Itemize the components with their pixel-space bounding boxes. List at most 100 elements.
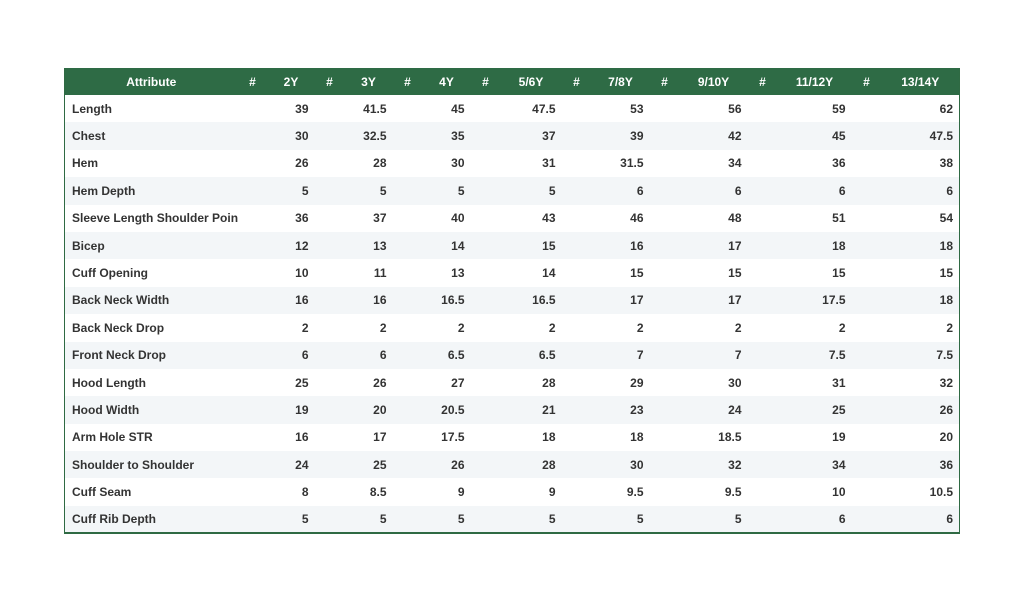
table-cell-value: 36 xyxy=(295,211,309,226)
column-header-hash: # xyxy=(573,74,580,89)
table-cell-value: 30 xyxy=(295,129,309,144)
table-cell-value: 7.5 xyxy=(936,348,953,363)
table-cell-value: 26 xyxy=(939,402,953,417)
table-row: Hood Width 19 20 20.5 21 23 24 25 26 xyxy=(64,396,960,424)
table-cell-value: 8 xyxy=(301,485,309,500)
table-cell-value: 26 xyxy=(451,457,465,472)
table-cell-value: 30 xyxy=(728,375,742,390)
column-header-hash: # xyxy=(249,74,256,89)
table-cell-value: 43 xyxy=(542,211,556,226)
table-cell-value: 17.5 xyxy=(822,293,846,308)
table-cell-value: 45 xyxy=(832,129,846,144)
row-attribute-label: Hood Width xyxy=(72,402,140,417)
table-cell-value: 27 xyxy=(451,375,465,390)
table-cell-value: 13 xyxy=(373,238,387,253)
table-row: Front Neck Drop 6 6 6.5 6.5 7 7 7.5 7.5 xyxy=(64,341,960,369)
table-cell-value: 29 xyxy=(630,375,644,390)
row-attribute-label: Shoulder to Shoulder xyxy=(72,457,194,472)
table-cell-value: 21 xyxy=(542,402,556,417)
table-cell-value: 5 xyxy=(301,512,309,527)
table-cell-value: 16.5 xyxy=(441,293,465,308)
table-cell-value: 6.5 xyxy=(447,348,465,363)
table-cell-value: 2 xyxy=(301,320,309,335)
table-row: Chest 30 32.5 35 37 39 42 45 47.5 xyxy=(64,122,960,150)
table-cell-value: 5 xyxy=(548,183,556,198)
table-cell-value: 7 xyxy=(636,348,644,363)
table-cell-value: 23 xyxy=(630,402,644,417)
table-cell-value: 13 xyxy=(451,266,465,281)
table-cell-value: 36 xyxy=(832,156,846,171)
row-attribute-label: Hood Length xyxy=(72,375,146,390)
table-cell-value: 24 xyxy=(728,402,742,417)
table-cell-value: 5 xyxy=(457,183,465,198)
table-cell-value: 31 xyxy=(832,375,846,390)
table-cell-value: 2 xyxy=(838,320,846,335)
header-row: Attribute #2Y #3Y #4Y #5/6Y #7/8Y #9/10Y #11/12… xyxy=(64,68,960,95)
table-cell-value: 37 xyxy=(373,211,387,226)
table-cell-value: 6 xyxy=(838,183,846,198)
row-attribute-label: Hem xyxy=(72,156,99,171)
table-cell-value: 30 xyxy=(451,156,465,171)
table-cell-value: 19 xyxy=(295,402,309,417)
table-cell-value: 9.5 xyxy=(724,485,742,500)
row-attribute-label: Cuff Seam xyxy=(72,485,132,500)
table-cell-value: 20.5 xyxy=(441,402,465,417)
table-cell-value: 24 xyxy=(295,457,309,472)
column-header-size: 5/6Y xyxy=(518,74,544,89)
table-cell-value: 8.5 xyxy=(369,485,387,500)
table-cell-value: 46 xyxy=(630,211,644,226)
column-header-size: 13/14Y xyxy=(901,74,940,89)
table-cell-value: 51 xyxy=(832,211,846,226)
column-header-size: 7/8Y xyxy=(608,74,633,89)
table-row: Sleeve Length Shoulder Point 36 37 40 43 46 48… xyxy=(64,204,960,232)
table-cell-value: 25 xyxy=(832,402,846,417)
table-cell-value: 35 xyxy=(451,129,465,144)
table-cell-value: 15 xyxy=(630,266,644,281)
table-cell-value: 2 xyxy=(734,320,742,335)
table-cell-value: 7.5 xyxy=(828,348,846,363)
table-cell-value: 32 xyxy=(728,457,742,472)
column-header-hash: # xyxy=(759,74,766,89)
table-row: Shoulder to Shoulder 24 25 26 28 30 32 34 36 xyxy=(64,451,960,479)
row-attribute-label: Chest xyxy=(72,129,106,144)
table-cell-value: 5 xyxy=(379,183,387,198)
row-attribute-label: Hem Depth xyxy=(72,183,136,198)
table-cell-value: 6 xyxy=(636,183,644,198)
column-header-attribute: Attribute xyxy=(126,74,177,89)
table-cell-value: 6 xyxy=(301,348,309,363)
column-header-hash: # xyxy=(863,74,870,89)
table-cell-value: 9 xyxy=(548,485,556,500)
table-row: Cuff Rib Depth 5 5 5 5 5 5 6 6 xyxy=(64,505,960,534)
table-cell-value: 2 xyxy=(457,320,465,335)
table-cell-value: 39 xyxy=(295,101,309,116)
table-cell-value: 20 xyxy=(939,430,953,445)
table-cell-value: 45 xyxy=(451,101,465,116)
table-cell-value: 53 xyxy=(630,101,644,116)
table-cell-value: 20 xyxy=(373,402,387,417)
column-header-size: 4Y xyxy=(439,74,454,89)
table-cell-value: 7 xyxy=(734,348,742,363)
row-attribute-label: Front Neck Drop xyxy=(72,348,167,363)
row-attribute-label: Back Neck Drop xyxy=(72,320,165,335)
table-cell-value: 6 xyxy=(838,512,846,527)
row-attribute-label: Cuff Opening xyxy=(72,266,148,281)
table-row: Cuff Seam 8 8.5 9 9 9.5 9.5 10 10.5 xyxy=(64,478,960,506)
table-cell-value: 16 xyxy=(295,293,309,308)
table-body: Length 39 41.5 45 47.5 53 56 59 62 Chest 30 32.5 35 3… xyxy=(64,95,960,534)
size-chart-table: Attribute #2Y #3Y #4Y #5/6Y #7/8Y #9/10Y #11/12… xyxy=(64,68,960,535)
table-cell-value: 32 xyxy=(939,375,953,390)
table-cell-value: 18 xyxy=(630,430,644,445)
table-cell-value: 15 xyxy=(832,266,846,281)
table-cell-value: 28 xyxy=(542,375,556,390)
column-header-hash: # xyxy=(326,74,333,89)
table-cell-value: 18 xyxy=(939,293,953,308)
column-header-hash: # xyxy=(482,74,489,89)
column-header-size: 3Y xyxy=(361,74,376,89)
table-cell-value: 30 xyxy=(630,457,644,472)
column-header-hash: # xyxy=(404,74,411,89)
table-cell-value: 11 xyxy=(373,266,387,281)
table-cell-value: 17 xyxy=(728,238,742,253)
table-cell-value: 5 xyxy=(734,512,742,527)
table-row: Length 39 41.5 45 47.5 53 56 59 62 xyxy=(64,95,960,123)
table-cell-value: 14 xyxy=(542,266,556,281)
